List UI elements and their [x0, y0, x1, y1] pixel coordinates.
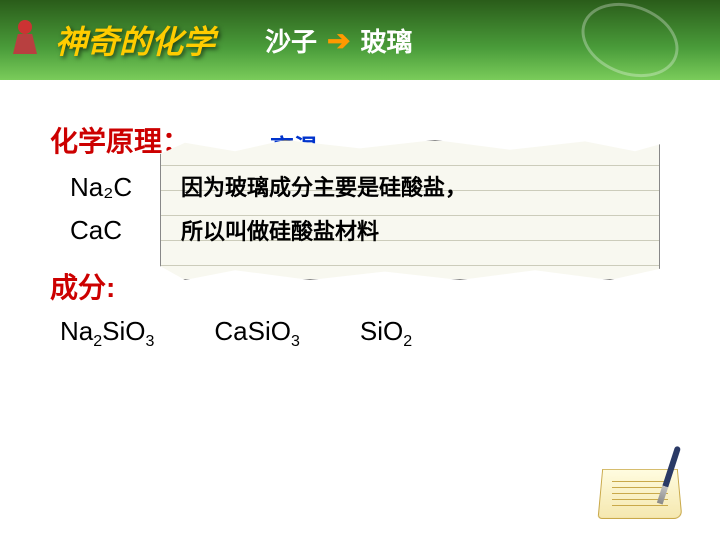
note-line-1: 因为玻璃成分主要是硅酸盐， — [181, 166, 639, 210]
formula-na2sio3: Na2SiO3 — [60, 316, 154, 351]
composition-formulas: Na2SiO3 CaSiO3 SiO2 — [60, 316, 670, 351]
book-icon — [600, 450, 690, 520]
formula-casio3: CaSiO3 — [214, 316, 299, 351]
arrow-icon: ➔ — [327, 24, 350, 57]
podium-icon — [10, 20, 40, 60]
content-area: 化学原理： 高温 ↑ Na₂C CaC 成分: Na2SiO3 CaSiO3 S… — [0, 80, 720, 391]
subtitle-left: 沙子 — [265, 22, 317, 59]
note-line-2: 所以叫做硅酸盐材料 — [181, 210, 639, 254]
subtitle: 沙子 ➔ 玻璃 — [265, 22, 413, 59]
header-decoration — [571, 0, 689, 90]
header-banner: 神奇的化学 沙子 ➔ 玻璃 — [0, 0, 720, 80]
formula-sio2: SiO2 — [360, 316, 412, 351]
subtitle-right: 玻璃 — [361, 22, 413, 59]
note-paper: 因为玻璃成分主要是硅酸盐， 所以叫做硅酸盐材料 — [160, 140, 660, 280]
main-title: 神奇的化学 — [55, 17, 215, 63]
